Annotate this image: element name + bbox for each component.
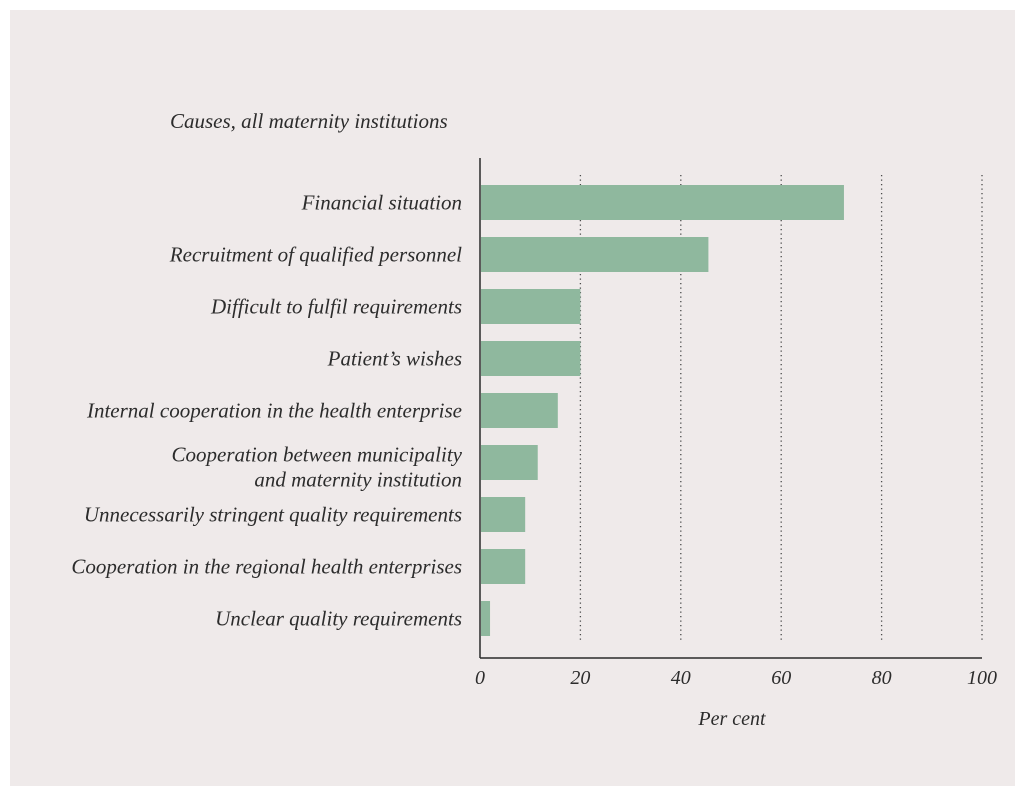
x-tick-label: 80	[872, 667, 892, 689]
bar	[481, 237, 709, 272]
x-tick-label: 60	[771, 667, 791, 689]
category-labels-group: Financial situation Recruitment of qualif…	[71, 191, 462, 631]
bars-group	[481, 185, 844, 636]
category-label: Patient’s wishes	[327, 347, 462, 371]
chart-title: Causes, all maternity institutions	[170, 109, 448, 133]
bar	[481, 445, 538, 480]
x-tick-label: 20	[570, 667, 590, 689]
category-label: Internal cooperation in the health enter…	[86, 399, 462, 423]
x-tick-label: 0	[475, 667, 485, 689]
category-label: Cooperation between municipality and mate…	[172, 443, 463, 492]
category-label: Unnecessarily stringent quality requirem…	[84, 503, 462, 527]
category-label: Recruitment of qualified personnel	[169, 243, 462, 267]
bar	[481, 601, 491, 636]
category-label: Cooperation in the regional health enter…	[71, 555, 462, 579]
bar	[481, 341, 581, 376]
bar	[481, 289, 581, 324]
bar	[481, 497, 526, 532]
category-label: Financial situation	[301, 191, 462, 215]
x-tick-label: 100	[967, 667, 997, 689]
gridlines-group	[579, 175, 983, 643]
x-tick-labels-group: 0 20 40 60 80 100	[475, 667, 997, 689]
category-label-line: Cooperation between municipality	[172, 443, 463, 467]
category-label-line: and maternity institution	[254, 468, 462, 492]
category-label: Unclear quality requirements	[215, 607, 462, 631]
bar	[481, 549, 526, 584]
bar	[481, 393, 558, 428]
x-tick-label: 40	[671, 667, 691, 689]
bar	[481, 185, 844, 220]
category-label: Difficult to fulfil requirements	[210, 295, 462, 319]
x-axis-label: Per cent	[697, 708, 766, 730]
